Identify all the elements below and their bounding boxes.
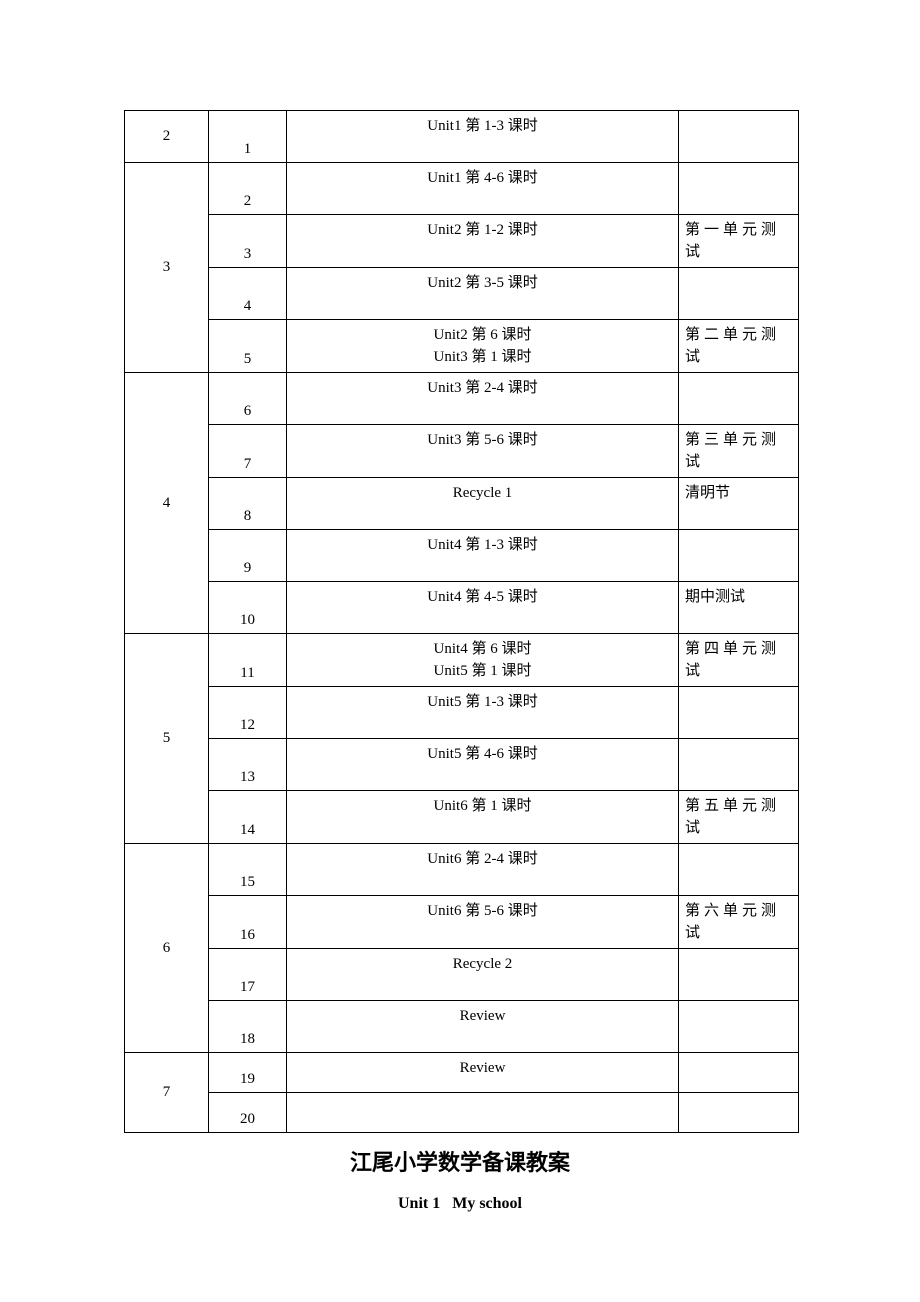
note-cell: [679, 268, 799, 320]
week-cell: 14: [209, 791, 287, 844]
content-cell: Unit5 第 1-3 课时: [287, 687, 679, 739]
note-cell: 第四单元测试: [679, 634, 799, 687]
table-row: 10Unit4 第 4-5 课时期中测试: [125, 582, 799, 634]
table-row: 7Unit3 第 5-6 课时第三单元测试: [125, 425, 799, 478]
table-row: 615Unit6 第 2-4 课时: [125, 844, 799, 896]
note-cell: [679, 1093, 799, 1133]
content-cell: Recycle 2: [287, 949, 679, 1001]
month-cell: 4: [125, 373, 209, 634]
week-cell: 19: [209, 1053, 287, 1093]
table-row: 4Unit2 第 3-5 课时: [125, 268, 799, 320]
note-cell: [679, 111, 799, 163]
week-cell: 11: [209, 634, 287, 687]
page: 21Unit1 第 1-3 课时32Unit1 第 4-6 课时3Unit2 第…: [0, 0, 920, 1273]
content-cell: Unit2 第 1-2 课时: [287, 215, 679, 268]
week-cell: 16: [209, 896, 287, 949]
week-cell: 3: [209, 215, 287, 268]
content-cell: Unit3 第 5-6 课时: [287, 425, 679, 478]
month-cell: 3: [125, 163, 209, 373]
table-row: 18Review: [125, 1001, 799, 1053]
table-row: 16Unit6 第 5-6 课时第六单元测试: [125, 896, 799, 949]
table-row: 21Unit1 第 1-3 课时: [125, 111, 799, 163]
week-cell: 20: [209, 1093, 287, 1133]
content-cell: Unit4 第 6 课时Unit5 第 1 课时: [287, 634, 679, 687]
table-row: 719Review: [125, 1053, 799, 1093]
month-cell: 7: [125, 1053, 209, 1133]
subheading-unit: Unit 1: [398, 1195, 440, 1212]
content-cell: Unit2 第 3-5 课时: [287, 268, 679, 320]
note-cell: [679, 1053, 799, 1093]
table-row: 3Unit2 第 1-2 课时第一单元测试: [125, 215, 799, 268]
note-cell: 第二单元测试: [679, 320, 799, 373]
month-cell: 2: [125, 111, 209, 163]
content-cell: Review: [287, 1053, 679, 1093]
content-cell: Unit4 第 1-3 课时: [287, 530, 679, 582]
schedule-table: 21Unit1 第 1-3 课时32Unit1 第 4-6 课时3Unit2 第…: [124, 110, 799, 1133]
note-cell: [679, 739, 799, 791]
table-row: 8Recycle 1清明节: [125, 478, 799, 530]
content-cell: Review: [287, 1001, 679, 1053]
note-cell: 期中测试: [679, 582, 799, 634]
note-cell: [679, 687, 799, 739]
month-cell: 5: [125, 634, 209, 844]
content-cell: Unit3 第 2-4 课时: [287, 373, 679, 425]
month-cell: 6: [125, 844, 209, 1053]
note-cell: [679, 844, 799, 896]
table-row: 32Unit1 第 4-6 课时: [125, 163, 799, 215]
schedule-tbody: 21Unit1 第 1-3 课时32Unit1 第 4-6 课时3Unit2 第…: [125, 111, 799, 1133]
note-cell: [679, 530, 799, 582]
week-cell: 18: [209, 1001, 287, 1053]
week-cell: 6: [209, 373, 287, 425]
note-cell: [679, 373, 799, 425]
table-row: 17Recycle 2: [125, 949, 799, 1001]
content-cell: Unit6 第 5-6 课时: [287, 896, 679, 949]
content-cell: [287, 1093, 679, 1133]
table-row: 46Unit3 第 2-4 课时: [125, 373, 799, 425]
content-cell: Unit6 第 1 课时: [287, 791, 679, 844]
content-cell: Unit6 第 2-4 课时: [287, 844, 679, 896]
content-cell: Unit1 第 1-3 课时: [287, 111, 679, 163]
table-row: 14Unit6 第 1 课时第五单元测试: [125, 791, 799, 844]
table-row: 12Unit5 第 1-3 课时: [125, 687, 799, 739]
note-cell: 清明节: [679, 478, 799, 530]
content-cell: Unit5 第 4-6 课时: [287, 739, 679, 791]
subheading-title: My school: [452, 1195, 522, 1212]
week-cell: 17: [209, 949, 287, 1001]
week-cell: 13: [209, 739, 287, 791]
content-cell: Unit4 第 4-5 课时: [287, 582, 679, 634]
week-cell: 7: [209, 425, 287, 478]
week-cell: 15: [209, 844, 287, 896]
table-row: 13Unit5 第 4-6 课时: [125, 739, 799, 791]
note-cell: 第五单元测试: [679, 791, 799, 844]
note-cell: 第六单元测试: [679, 896, 799, 949]
week-cell: 9: [209, 530, 287, 582]
week-cell: 5: [209, 320, 287, 373]
page-heading: 江尾小学数学备课教案: [124, 1145, 796, 1177]
content-cell: Unit1 第 4-6 课时: [287, 163, 679, 215]
content-cell: Recycle 1: [287, 478, 679, 530]
note-cell: [679, 163, 799, 215]
table-row: 20: [125, 1093, 799, 1133]
table-row: 5Unit2 第 6 课时Unit3 第 1 课时第二单元测试: [125, 320, 799, 373]
page-subheading: Unit 1 My school: [124, 1195, 796, 1213]
note-cell: [679, 949, 799, 1001]
table-row: 9Unit4 第 1-3 课时: [125, 530, 799, 582]
week-cell: 8: [209, 478, 287, 530]
note-cell: 第三单元测试: [679, 425, 799, 478]
note-cell: 第一单元测试: [679, 215, 799, 268]
note-cell: [679, 1001, 799, 1053]
week-cell: 10: [209, 582, 287, 634]
week-cell: 1: [209, 111, 287, 163]
content-cell: Unit2 第 6 课时Unit3 第 1 课时: [287, 320, 679, 373]
week-cell: 2: [209, 163, 287, 215]
table-row: 511Unit4 第 6 课时Unit5 第 1 课时第四单元测试: [125, 634, 799, 687]
week-cell: 4: [209, 268, 287, 320]
week-cell: 12: [209, 687, 287, 739]
